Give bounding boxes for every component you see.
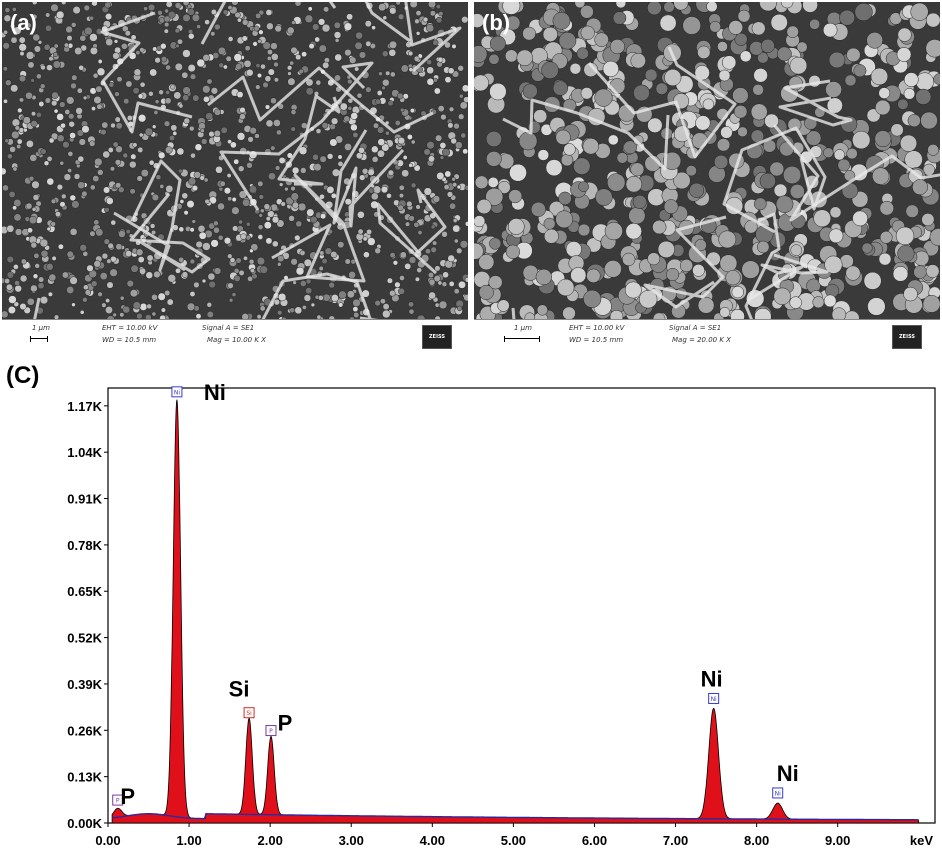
x-tick-label: 6.00	[582, 833, 607, 848]
y-tick-label: 0.52K	[67, 631, 102, 646]
element-marker-p: P	[265, 725, 277, 737]
x-tick-label: 2.00	[258, 833, 283, 848]
y-tick-label: 0.39K	[67, 677, 102, 692]
element-marker-si: Si	[243, 707, 255, 719]
svg-text:P: P	[269, 728, 273, 735]
y-tick-label: 0.26K	[67, 723, 102, 738]
svg-text:P: P	[116, 798, 120, 805]
x-tick-label: 4.00	[420, 833, 445, 848]
x-tick-label: 0.00	[95, 833, 120, 848]
mag-text-a: Mag = 10.00 K X	[207, 336, 266, 344]
zeiss-logo-a: ZEISS	[422, 325, 452, 349]
x-tick-label: 7.00	[663, 833, 688, 848]
x-tick-label: 9.00	[825, 833, 850, 848]
scale-bar-b	[504, 336, 540, 342]
y-tick-label: 0.78K	[67, 538, 102, 553]
peak-label-ni: Ni	[701, 666, 723, 691]
element-marker-ni: Ni	[171, 386, 183, 398]
svg-text:Ni: Ni	[775, 790, 781, 797]
element-marker-ni: Ni	[708, 692, 720, 704]
scale-text-a: 1 µm	[32, 324, 50, 332]
y-tick-label: 1.04K	[67, 445, 102, 460]
zeiss-logo-b: ZEISS	[892, 325, 922, 349]
sem-texture-b	[474, 2, 940, 320]
wd-text-b: WD = 10.5 mm	[569, 336, 624, 344]
eht-text-a: EHT = 10.00 kV	[102, 324, 158, 332]
panel-label-b: (b)	[482, 10, 511, 35]
sem-databar-a: 1 µm EHT = 10.00 kV WD = 10.5 mm Signal …	[2, 319, 468, 354]
y-tick-label: 0.91K	[67, 492, 102, 507]
peak-label-ni: Ni	[204, 380, 226, 405]
svg-text:Ni: Ni	[711, 696, 717, 703]
eds-spectrum-chart: 0.00K 0.13K 0.26K 0.39K 0.52K 0.65K 0.78K 0.91K…	[67, 380, 936, 848]
svg-text:Ni: Ni	[174, 389, 180, 396]
x-tick-label: 1.00	[176, 833, 201, 848]
y-tick-label: 0.00K	[67, 816, 102, 831]
mag-text-b: Mag = 20.00 K X	[672, 336, 731, 344]
peak-label-p: P	[120, 784, 135, 809]
y-tick-label: 1.17K	[67, 399, 102, 414]
svg-text:Si: Si	[246, 710, 252, 717]
x-tick-label: 5.00	[501, 833, 526, 848]
peak-label-p: P	[278, 711, 293, 736]
y-tick-label: 0.65K	[67, 584, 102, 599]
panel-label-c: (C)	[6, 362, 40, 389]
signal-text-b: Signal A = SE1	[669, 324, 722, 332]
spectrum-area	[111, 399, 920, 824]
sem-databar-b: 1 µm EHT = 10.00 kV WD = 10.5 mm Signal …	[474, 319, 940, 354]
x-axis-unit-label: keV	[910, 833, 933, 848]
background-fit-line	[112, 812, 918, 821]
signal-text-a: Signal A = SE1	[202, 324, 255, 332]
peak-label-ni: Ni	[777, 761, 799, 786]
element-marker-ni: Ni	[772, 787, 784, 799]
sem-image-b: (b) 1 µm EHT = 10.00 kV WD = 10.5 mm Sig…	[474, 2, 940, 354]
peak-label-si: Si	[229, 677, 250, 702]
eht-text-b: EHT = 10.00 kV	[569, 324, 625, 332]
scale-bar-a	[30, 336, 48, 342]
wd-text-a: WD = 10.5 mm	[102, 336, 157, 344]
scale-text-b: 1 µm	[514, 324, 532, 332]
sem-texture-a	[2, 2, 468, 320]
x-tick-label: 3.00	[339, 833, 364, 848]
panel-label-a: (a)	[10, 10, 37, 35]
plot-frame	[107, 387, 936, 824]
x-tick-label: 8.00	[744, 833, 769, 848]
element-marker-p: P	[112, 794, 124, 806]
y-tick-label: 0.13K	[67, 770, 102, 785]
sem-image-a: (a) 1 µm EHT = 10.00 kV WD = 10.5 mm Sig…	[2, 2, 468, 354]
